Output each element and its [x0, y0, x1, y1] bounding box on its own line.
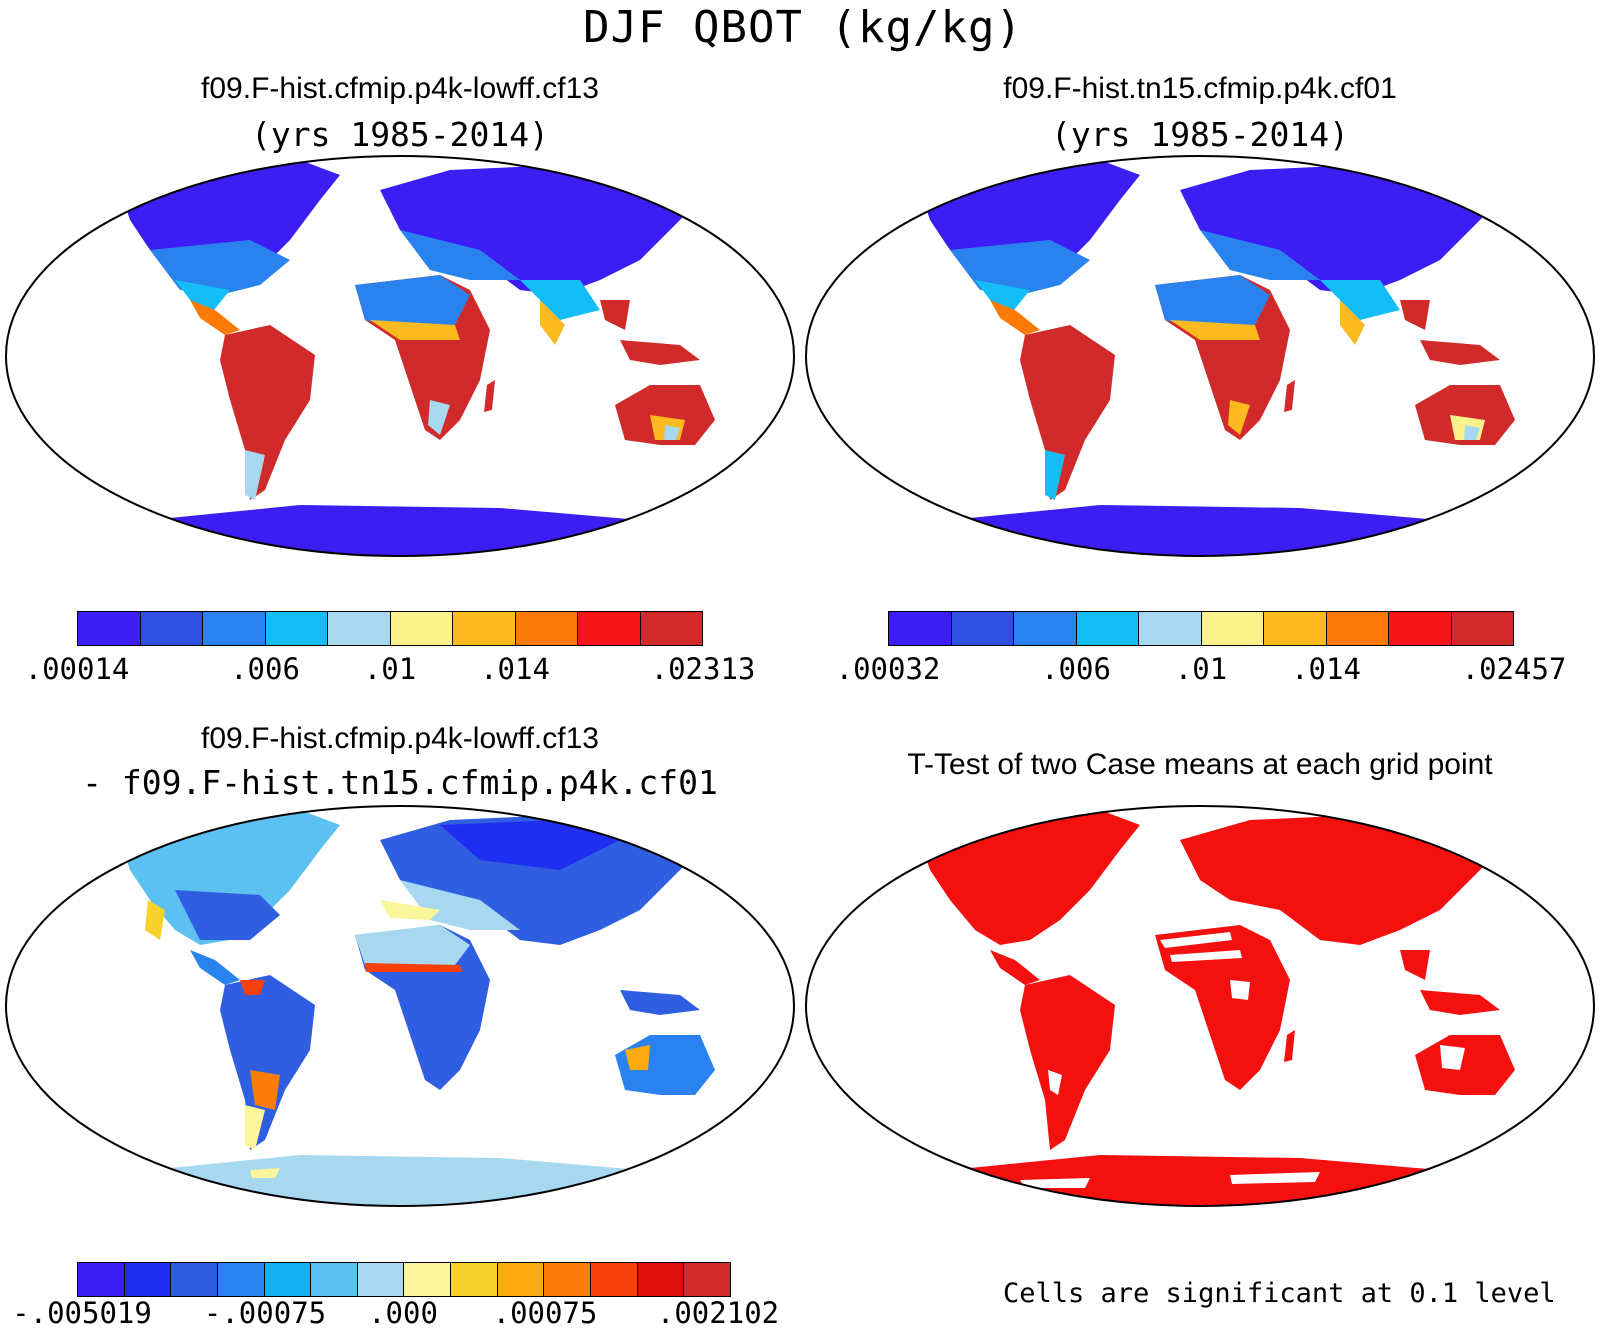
colorbar-tick-label: .014: [480, 652, 550, 686]
map-bottom-right: [800, 650, 1600, 1220]
panel-title-top-left: f09.F-hist.cfmip.p4k-lowff.cf13: [201, 72, 599, 105]
colorbar-cell: [1076, 612, 1139, 645]
colorbar-top-right: [888, 611, 1514, 646]
colorbar-cell: [497, 1263, 545, 1296]
colorbar-cell: [889, 612, 952, 645]
colorbar-cell: [264, 1263, 312, 1296]
colorbar-tick-label: -.005019: [12, 1296, 152, 1330]
colorbar-tick-label: .006: [1041, 652, 1111, 686]
panel-title-top-right: f09.F-hist.tn15.cfmip.p4k.cf01: [1003, 72, 1397, 105]
panel-subtitle-bottom-left: - f09.F-hist.tn15.cfmip.p4k.cf01: [82, 763, 718, 802]
colorbar-bottom-left: [77, 1262, 731, 1297]
colorbar-cell: [78, 1263, 125, 1296]
colorbar-tick-label: -.00075: [203, 1296, 327, 1330]
panel-title-bottom-left: f09.F-hist.cfmip.p4k-lowff.cf13: [201, 722, 599, 755]
colorbar-tick-label: .00014: [24, 652, 130, 686]
colorbar-cell: [1451, 612, 1513, 645]
colorbar-cell: [203, 612, 266, 645]
colorbar-tick-label: .006: [230, 652, 300, 686]
panel-subtitle-top-left: (yrs 1985-2014): [250, 115, 549, 154]
colorbar-tick-label: .01: [363, 652, 417, 686]
map-top-left: [0, 0, 800, 570]
panel-subtitle-top-right: (yrs 1985-2014): [1050, 115, 1349, 154]
map-bottom-left: [0, 650, 800, 1220]
significance-note: Cells are significant at 0.1 level: [1003, 1278, 1556, 1309]
colorbar-cell: [217, 1263, 265, 1296]
colorbar-cell: [951, 612, 1014, 645]
colorbar-tick-label: .01: [1174, 652, 1228, 686]
colorbar-cell: [515, 612, 578, 645]
panel-title-bottom-right: T-Test of two Case means at each grid po…: [907, 748, 1493, 781]
colorbar-cell: [265, 612, 328, 645]
map-top-right: [800, 0, 1600, 570]
colorbar-cell: [544, 1263, 592, 1296]
colorbar-top-left: [77, 611, 703, 646]
colorbar-cell: [328, 612, 391, 645]
colorbar-cell: [78, 612, 141, 645]
colorbar-cell: [451, 1263, 498, 1296]
colorbar-cell: [1264, 612, 1327, 645]
colorbar-tick-label: .014: [1291, 652, 1361, 686]
colorbar-tick-label: .02457: [1461, 652, 1567, 686]
colorbar-tick-label: .00032: [835, 652, 941, 686]
colorbar-cell: [591, 1263, 638, 1296]
colorbar-cell: [404, 1263, 452, 1296]
colorbar-cell: [578, 612, 641, 645]
colorbar-cell: [637, 1263, 685, 1296]
australia-landmass: [615, 385, 715, 445]
colorbar-cell: [684, 1263, 730, 1296]
colorbar-cell: [124, 1263, 172, 1296]
colorbar-tick-label: .002102: [656, 1296, 780, 1330]
colorbar-cell: [453, 612, 516, 645]
colorbar-cell: [140, 612, 203, 645]
figure-title: DJF QBOT (kg/kg): [583, 2, 1023, 53]
colorbar-cell: [640, 612, 702, 645]
colorbar-cell: [357, 1263, 405, 1296]
colorbar-cell: [1201, 612, 1264, 645]
colorbar-cell: [1139, 612, 1202, 645]
colorbar-cell: [1014, 612, 1077, 645]
colorbar-tick-label: .00075: [492, 1296, 598, 1330]
colorbar-cell: [390, 612, 453, 645]
colorbar-cell: [1389, 612, 1452, 645]
south-america-landmass: [220, 325, 315, 500]
antarctica-landmass: [20, 505, 780, 556]
colorbar-tick-label: .000: [368, 1296, 438, 1330]
eurasia-landmass: [380, 165, 700, 295]
colorbar-cell: [171, 1263, 218, 1296]
colorbar-cell: [1326, 612, 1389, 645]
colorbar-tick-label: .02313: [650, 652, 756, 686]
colorbar-cell: [311, 1263, 358, 1296]
